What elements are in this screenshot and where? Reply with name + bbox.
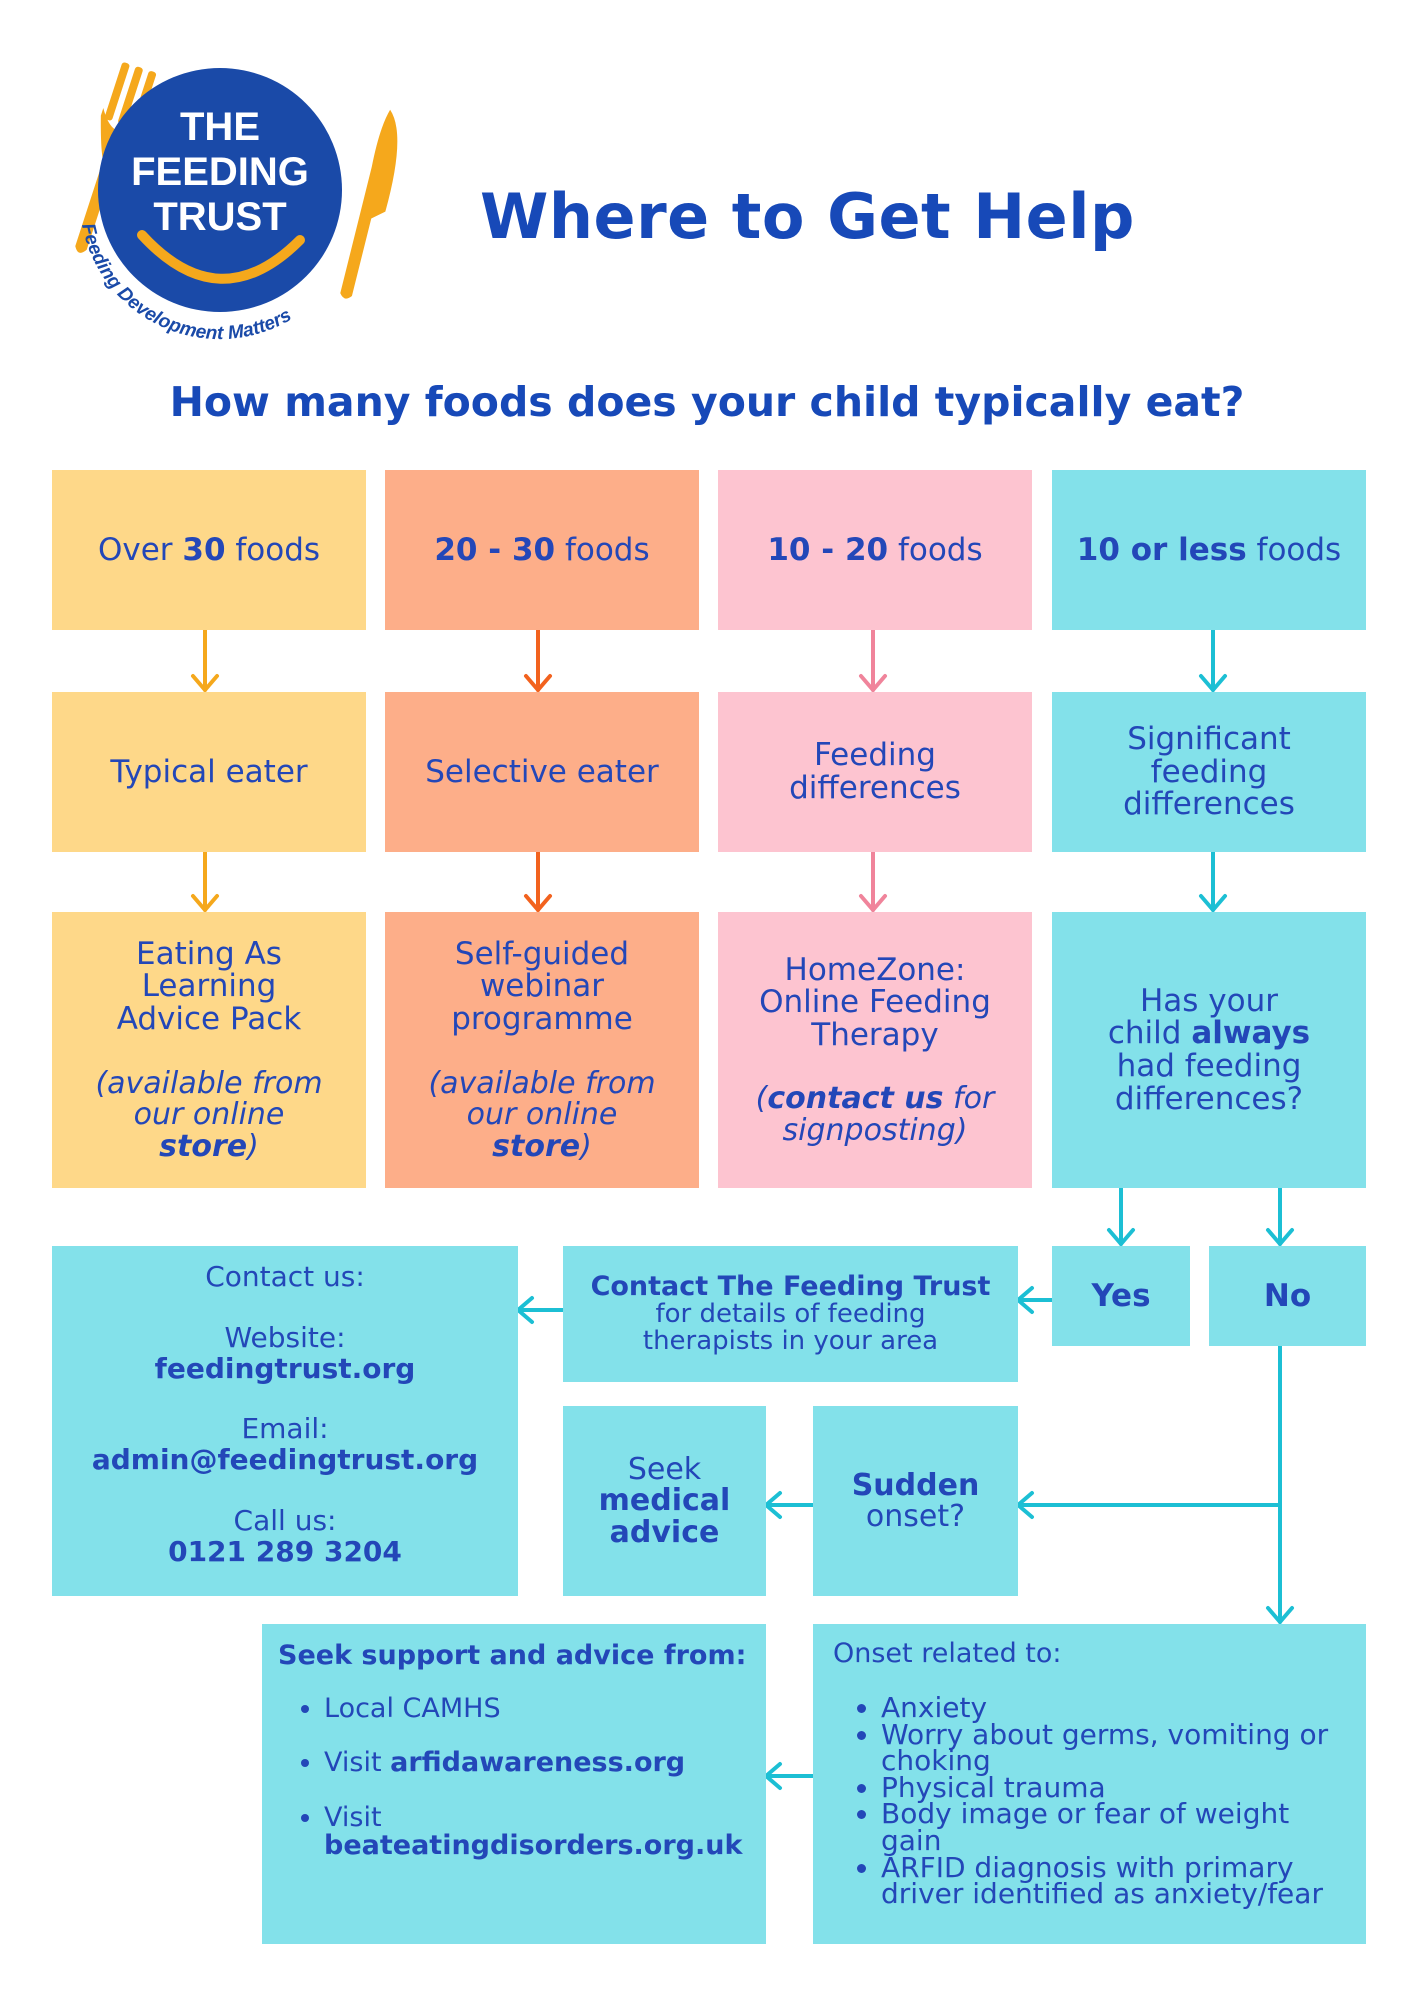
store-link[interactable]: store [492, 1128, 581, 1164]
seek-label: Seek [627, 1451, 702, 1487]
onset-item: Worry about germs, vomiting or choking [881, 1720, 1346, 1775]
sudden-label: Sudden [851, 1467, 980, 1503]
question-always-had: Has your child always had feeding differ… [1052, 912, 1366, 1188]
arrow-col3 [859, 628, 887, 912]
count-value: 10 or less [1076, 531, 1247, 568]
yes-label: Yes [1091, 1277, 1151, 1314]
contact-trust-text: for details of feeding therapists in you… [642, 1298, 939, 1357]
arrow-col1 [191, 628, 219, 912]
category-selective-eater: Selective eater [385, 692, 699, 852]
contact-trust-heading: Contact The Feeding Trust [590, 1270, 991, 1302]
onset-list: Anxiety Worry about germs, vomiting or c… [833, 1694, 1346, 1908]
website-label: Website: [224, 1320, 346, 1354]
question-text: Has your child [1107, 982, 1279, 1052]
no-label: No [1263, 1277, 1312, 1314]
main-question: How many foods does your child typically… [169, 378, 1245, 426]
resource-title: Eating As Learning Advice Pack [116, 935, 302, 1038]
contact-us-heading: Contact us: [205, 1260, 365, 1293]
category-label: Selective eater [425, 753, 659, 790]
resource-note: (available from our online store) [95, 1065, 323, 1164]
answer-yes: Yes [1052, 1246, 1190, 1346]
count-unit: foods [225, 531, 321, 568]
email-link[interactable]: admin@feedingtrust.org [91, 1443, 479, 1477]
arfid-link[interactable]: arfidawareness.org [390, 1747, 686, 1779]
count-over-30: Over 30 foods [52, 470, 366, 630]
resource-homezone: HomeZone: Online Feeding Therapy (contac… [718, 912, 1032, 1188]
contact-us-link[interactable]: contact us [767, 1081, 944, 1117]
count-label: Over [97, 531, 183, 568]
count-value: 10 - 20 [767, 531, 889, 568]
onset-item: Physical trauma [881, 1773, 1346, 1802]
onset-item: ARFID diagnosis with primary driver iden… [881, 1853, 1346, 1908]
support-heading: Seek support and advice from: [278, 1640, 747, 1671]
medical-advice-label: medical advice [598, 1483, 731, 1550]
store-link[interactable]: store [159, 1128, 248, 1164]
support-item: Local CAMHS [324, 1694, 742, 1723]
contact-us-box: Contact us: Website: feedingtrust.org Em… [52, 1246, 518, 1596]
resource-title: Self-guided webinar programme [451, 935, 633, 1038]
onset-item: Body image or fear of weight gain [881, 1800, 1346, 1855]
count-value: 20 - 30 [434, 531, 556, 568]
contact-trust-box: Contact The Feeding Trust for details of… [563, 1246, 1018, 1382]
seek-medical-box: Seek medical advice [563, 1406, 766, 1596]
count-10-20: 10 - 20 foods [718, 470, 1032, 630]
logo-graphic: THE FEEDING TRUST Feeding Development Ma… [75, 62, 398, 344]
support-item: Visit arfidawareness.org [324, 1749, 742, 1777]
resource-eating-as-learning: Eating As Learning Advice Pack (availabl… [52, 912, 366, 1188]
count-unit: foods [1246, 531, 1342, 568]
category-label: Typical eater [110, 753, 308, 790]
onset-item: Anxiety [881, 1694, 1346, 1722]
resource-webinar: Self-guided webinar programme (available… [385, 912, 699, 1188]
logo-line1: THE [180, 105, 260, 149]
question-emphasis: always [1191, 1015, 1311, 1052]
category-typical-eater: Typical eater [52, 692, 366, 852]
count-unit: foods [555, 531, 650, 568]
phone-number[interactable]: 0121 289 3204 [168, 1534, 402, 1568]
call-label: Call us: [233, 1503, 337, 1537]
email-label: Email: [241, 1412, 329, 1446]
arrow-col4 [516, 628, 1294, 1790]
sudden-onset-box: Sudden onset? [813, 1406, 1018, 1596]
count-value: 30 [182, 531, 226, 568]
onset-heading: Onset related to: [833, 1638, 1062, 1669]
resource-note: (contact us for signposting) [755, 1081, 995, 1148]
onset-box: Onset related to: Anxiety Worry about ge… [813, 1624, 1366, 1944]
support-box: Seek support and advice from: Local CAMH… [262, 1624, 766, 1944]
resource-note: (available from our online store) [428, 1065, 656, 1164]
onset-label: onset? [865, 1499, 966, 1534]
category-significant-differences: Significant feeding differences [1052, 692, 1366, 852]
arrow-col2 [524, 628, 552, 912]
page-title: Where to Get Help [480, 180, 1135, 253]
support-item: Visit beateatingdisorders.org.uk [324, 1803, 743, 1862]
logo: THE FEEDING TRUST Feeding Development Ma… [50, 50, 400, 350]
website-link[interactable]: feedingtrust.org [154, 1351, 416, 1385]
category-label: Significant feeding differences [1123, 721, 1295, 823]
count-10-or-less: 10 or less foods [1052, 470, 1366, 630]
logo-line2: FEEDING [131, 150, 309, 194]
beat-link[interactable]: beateatingdisorders.org.uk [324, 1830, 743, 1862]
resource-title: HomeZone: Online Feeding Therapy [759, 951, 991, 1053]
logo-line3: TRUST [153, 195, 286, 239]
answer-no: No [1209, 1246, 1366, 1346]
knife-icon [340, 109, 398, 299]
category-label: Feeding differences [789, 737, 961, 806]
category-feeding-differences: Feeding differences [718, 692, 1032, 852]
count-20-30: 20 - 30 foods [385, 470, 699, 630]
count-unit: foods [888, 531, 983, 568]
support-list: Local CAMHS Visit arfidawareness.org Vis… [278, 1694, 743, 1862]
question-text: had feeding differences? [1114, 1048, 1304, 1117]
